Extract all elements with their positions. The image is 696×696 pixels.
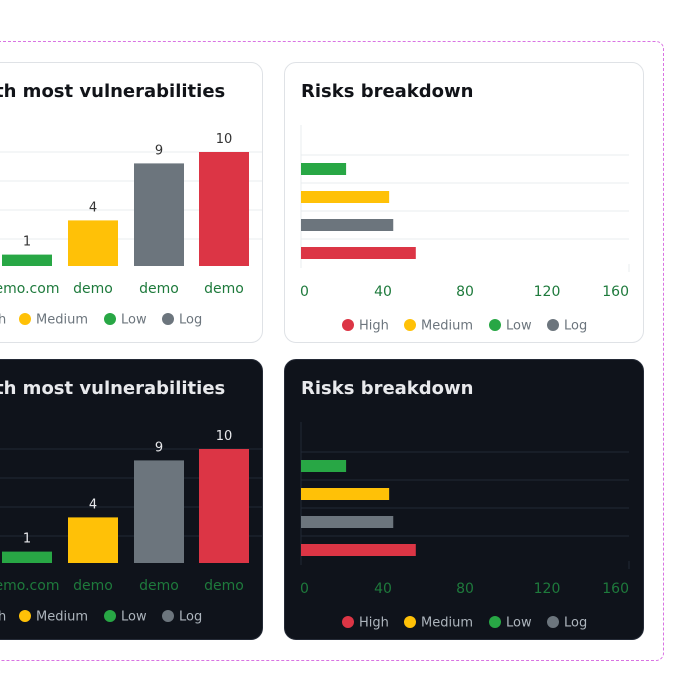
legend-dot-low (104, 610, 116, 622)
bar-high (301, 544, 416, 556)
bar-value-label: 9 (155, 440, 163, 455)
legend-dot-low (104, 313, 116, 325)
legend-dot-log (162, 313, 174, 325)
legend-label: Low (506, 319, 532, 334)
legend-dot-medium (404, 319, 416, 331)
x-tick-label: 0 (300, 284, 309, 300)
legend-label: Medium (421, 616, 473, 631)
vuln-bar-chart-dark: 1 emo.com 4 demo 9 demo 10 demo h Medium Low Log (0, 429, 262, 625)
legend-label: Medium (421, 319, 473, 334)
bar-medium (68, 220, 118, 266)
bar-value-label: 9 (155, 143, 163, 158)
category-label: demo (204, 281, 244, 297)
bar-medium (301, 488, 390, 500)
bar-log (301, 516, 394, 528)
bar-high (199, 449, 249, 563)
legend-dot-log (547, 616, 559, 628)
bar-value-label: 4 (89, 200, 97, 215)
x-tick-label: 40 (374, 284, 392, 300)
bar-medium (301, 191, 390, 203)
breakdown-bar-chart-light: 0 40 80 120 160 High Medium Low Log (300, 125, 630, 334)
legend-label: Low (506, 616, 532, 631)
bar-low (301, 460, 347, 472)
legend-dot-high (342, 616, 354, 628)
bar-high (199, 152, 249, 266)
legend-label: h (0, 313, 6, 328)
legend-label: High (359, 616, 389, 631)
breakdown-card-dark: Risks breakdown 0 40 80 120 160 High Medium Low… (284, 359, 644, 640)
x-tick-label: 120 (534, 284, 561, 300)
x-tick-label: 80 (456, 284, 474, 300)
bar-value-label: 1 (23, 532, 31, 547)
legend-label: Log (179, 313, 202, 328)
legend-label: Log (179, 610, 202, 625)
breakdown-card-light: Risks breakdown 0 40 80 120 160 High Medium Low… (284, 62, 644, 343)
legend-dot-low (489, 319, 501, 331)
category-label: emo.com (0, 578, 59, 594)
bar-value-label: 10 (216, 429, 233, 444)
legend-label: Low (121, 610, 147, 625)
legend-dot-medium (19, 313, 31, 325)
vuln-card-title: th most vulnerabilities (0, 81, 226, 102)
breakdown-card-title: Risks breakdown (301, 81, 474, 102)
category-label: emo.com (0, 281, 59, 297)
x-tick-label: 80 (456, 581, 474, 597)
vuln-card-light: th most vulnerabilities 1 emo.com 4 demo 9 de… (0, 62, 263, 343)
legend-label: High (359, 319, 389, 334)
legend-dot-medium (404, 616, 416, 628)
bar-value-label: 1 (23, 235, 31, 250)
bar-high (301, 247, 416, 259)
legend-label: Medium (36, 610, 88, 625)
legend-dot-log (162, 610, 174, 622)
x-tick-label: 0 (300, 581, 309, 597)
bar-log (134, 460, 184, 563)
category-label: demo (139, 578, 179, 594)
legend-label: Medium (36, 313, 88, 328)
legend-dot-medium (19, 610, 31, 622)
vuln-card-dark: th most vulnerabilities 1 emo.com 4 demo 9 de… (0, 359, 263, 640)
bar-medium (68, 517, 118, 563)
bar-low (2, 551, 52, 563)
bar-value-label: 4 (89, 497, 97, 512)
bar-value-label: 10 (216, 132, 233, 147)
category-label: demo (204, 578, 244, 594)
bar-log (134, 163, 184, 266)
x-tick-label: 160 (602, 581, 629, 597)
bar-low (301, 163, 347, 175)
category-label: demo (139, 281, 179, 297)
x-tick-label: 160 (602, 284, 629, 300)
category-label: demo (73, 578, 113, 594)
x-tick-label: 40 (374, 581, 392, 597)
legend-label: Low (121, 313, 147, 328)
vuln-bar-chart-light: 1 emo.com 4 demo 9 demo 10 demo h Medium Low Log (0, 132, 262, 328)
category-label: demo (73, 281, 113, 297)
legend-dot-low (489, 616, 501, 628)
legend-label: Log (564, 319, 587, 334)
breakdown-card-title-dark: Risks breakdown (301, 378, 474, 399)
legend-label: Log (564, 616, 587, 631)
legend-dot-high (342, 319, 354, 331)
bar-low (2, 254, 52, 266)
x-tick-label: 120 (534, 581, 561, 597)
breakdown-bar-chart-dark: 0 40 80 120 160 High Medium Low Log (300, 422, 630, 631)
selection-frame (0, 41, 664, 661)
bar-log (301, 219, 394, 231)
legend-label: h (0, 610, 6, 625)
vuln-card-title-dark: th most vulnerabilities (0, 378, 226, 399)
legend-dot-log (547, 319, 559, 331)
